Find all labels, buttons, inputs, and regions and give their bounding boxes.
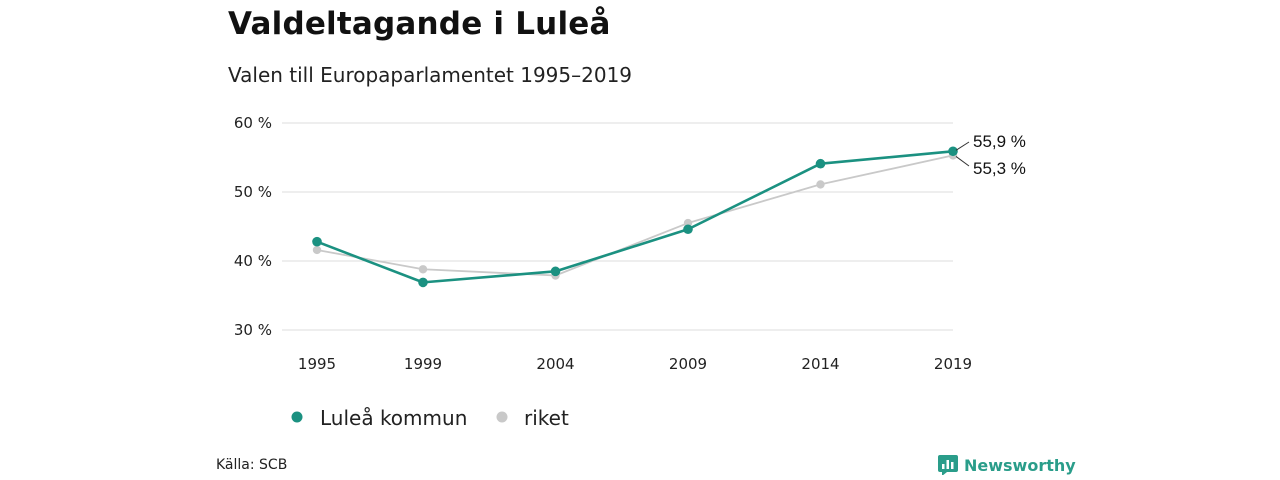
source-note: Källa: SCB bbox=[216, 457, 288, 473]
data-point bbox=[312, 245, 322, 255]
y-tick-label: 30 % bbox=[234, 321, 272, 339]
chart-title: Valdeltagande i Luleå bbox=[228, 6, 611, 42]
data-point bbox=[418, 265, 428, 274]
series-line bbox=[316, 149, 954, 284]
x-tick-label: 2019 bbox=[934, 355, 972, 373]
legend-marker bbox=[496, 411, 508, 423]
data-point bbox=[816, 180, 825, 189]
end-value-label: 55,3 % bbox=[973, 159, 1026, 178]
series-line bbox=[316, 154, 954, 277]
x-tick-label: 2009 bbox=[669, 355, 707, 373]
data-point bbox=[550, 266, 561, 277]
x-tick-label: 1995 bbox=[298, 355, 336, 373]
end-value-label: 55,9 % bbox=[973, 132, 1026, 151]
brand-name: Newsworthy bbox=[964, 455, 1076, 475]
chart-subtitle: Valen till Europaparlamentet 1995–2019 bbox=[228, 63, 633, 87]
legend-marker bbox=[291, 411, 303, 423]
x-tick-label: 2014 bbox=[801, 355, 839, 373]
x-tick-label: 1999 bbox=[404, 355, 442, 373]
legend-label: riket bbox=[524, 406, 569, 430]
label-leader-line bbox=[955, 141, 970, 151]
data-point bbox=[815, 158, 826, 169]
data-point bbox=[312, 236, 322, 247]
data-point bbox=[418, 277, 428, 288]
data-point bbox=[948, 146, 958, 157]
y-tick-label: 50 % bbox=[234, 183, 272, 201]
data-point bbox=[683, 224, 693, 235]
brand-logo: Newsworthy bbox=[938, 455, 1076, 475]
y-tick-label: 60 % bbox=[234, 114, 272, 132]
x-tick-label: 2004 bbox=[536, 355, 574, 373]
y-tick-label: 40 % bbox=[234, 252, 272, 270]
label-leader-line bbox=[955, 156, 970, 167]
legend-label: Luleå kommun bbox=[320, 406, 467, 430]
newsworthy-icon bbox=[938, 455, 958, 475]
line-chart: 30 % 40 % 50 % 60 % 1995 1999 2004 2009 2014 2019… bbox=[234, 114, 1026, 430]
